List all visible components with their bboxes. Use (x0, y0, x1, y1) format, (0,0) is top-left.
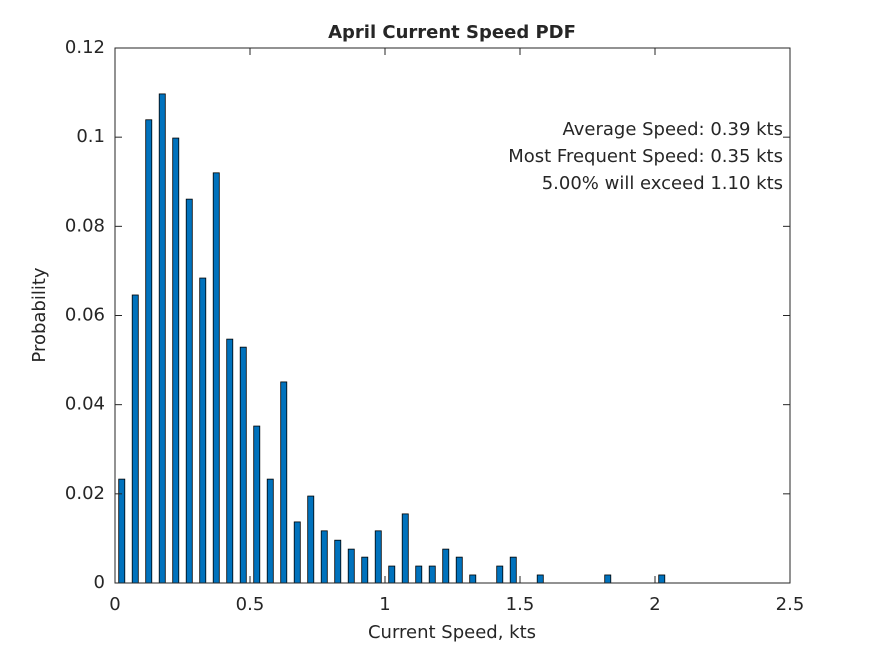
bar (455, 556, 463, 584)
bar (226, 338, 234, 584)
bar (266, 478, 274, 584)
y-tick-label: 0.06 (65, 305, 105, 326)
y-tick-label: 0 (94, 572, 105, 593)
bar (172, 137, 180, 584)
bar (145, 119, 153, 584)
y-tick-label: 0.02 (65, 483, 105, 504)
y-tick-label: 0.1 (76, 126, 105, 147)
bar (536, 574, 544, 584)
bar (469, 574, 477, 584)
bar (280, 381, 288, 584)
y-tick-label: 0.12 (65, 37, 105, 58)
bar (388, 565, 396, 584)
bar (428, 565, 436, 584)
x-tick-label: 1.5 (506, 594, 535, 615)
chart-title: April Current Speed PDF (328, 22, 576, 43)
annotation: Most Frequent Speed: 0.35 kts (508, 146, 783, 167)
bar (307, 495, 315, 584)
bar (253, 425, 261, 584)
x-axis-label: Current Speed, kts (368, 622, 536, 643)
x-tick-label: 2.5 (776, 594, 805, 615)
bar (131, 294, 139, 584)
bar (374, 530, 382, 584)
bar (347, 548, 355, 584)
annotation: 5.00% will exceed 1.10 kts (542, 173, 783, 194)
bar (185, 198, 193, 584)
y-tick-label: 0.08 (65, 215, 105, 236)
x-tick-label: 0.5 (236, 594, 265, 615)
bar (199, 277, 207, 584)
bar (442, 548, 450, 584)
bar (158, 93, 166, 584)
bar (118, 478, 126, 584)
bar (415, 565, 423, 584)
y-axis-label: Probability (29, 267, 50, 362)
bar (509, 556, 517, 584)
bar (496, 565, 504, 584)
bar (239, 346, 247, 584)
bar (361, 556, 369, 584)
bar (293, 521, 301, 584)
x-tick-label: 1 (379, 594, 390, 615)
x-tick-label: 0 (109, 594, 120, 615)
bar (320, 530, 328, 584)
y-tick-label: 0.04 (65, 394, 105, 415)
bar (658, 574, 666, 584)
bar (334, 539, 342, 584)
bar (401, 513, 409, 584)
bar (212, 172, 220, 584)
bar (604, 574, 612, 584)
x-tick-label: 2 (649, 594, 660, 615)
annotation: Average Speed: 0.39 kts (562, 119, 783, 140)
